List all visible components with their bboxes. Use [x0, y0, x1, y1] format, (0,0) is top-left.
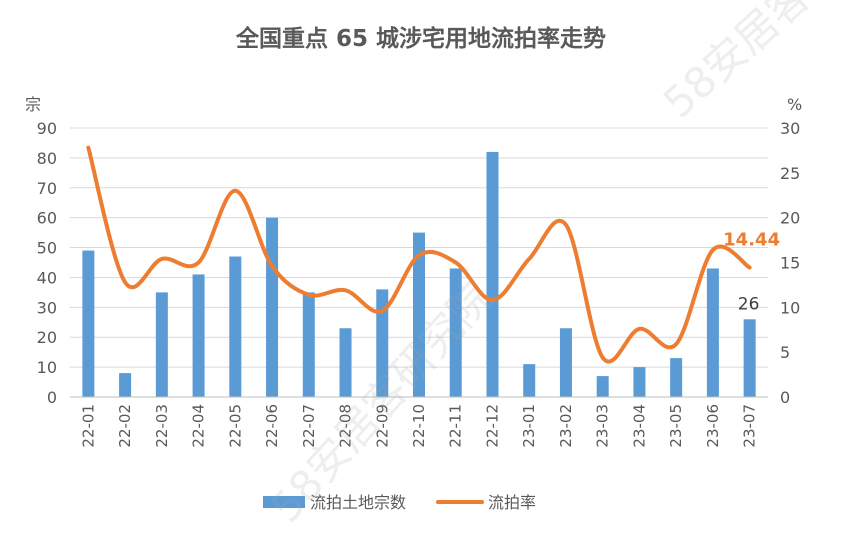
right-tick-label: 20 — [780, 209, 800, 228]
x-tick-label: 22-10 — [410, 404, 428, 448]
right-tick-label: 10 — [780, 298, 800, 317]
bar-22-12 — [486, 151, 499, 397]
bar-22-04 — [192, 274, 205, 397]
right-tick-label: 30 — [780, 119, 800, 138]
bar-22-05 — [229, 256, 242, 397]
bar-22-02 — [119, 373, 132, 397]
left-tick-label: 50 — [37, 239, 57, 258]
x-tick-label: 22-11 — [447, 404, 465, 448]
right-axis-label: % — [787, 95, 802, 114]
x-tick-label: 22-08 — [337, 404, 355, 448]
x-tick-label: 23-06 — [704, 404, 722, 448]
left-tick-label: 90 — [37, 119, 57, 138]
legend-label-bar: 流拍土地宗数 — [310, 493, 406, 512]
watermark-top-right: 58安居客研究院 — [654, 0, 842, 127]
x-tick-label: 22-09 — [373, 404, 391, 448]
bar-22-06 — [266, 217, 279, 397]
left-tick-label: 40 — [37, 268, 57, 287]
bar-23-07 — [743, 319, 756, 397]
left-tick-label: 80 — [37, 149, 57, 168]
left-tick-label: 30 — [37, 298, 57, 317]
bar-22-01 — [82, 250, 95, 397]
right-tick-label: 15 — [780, 254, 800, 273]
x-tick-label: 22-05 — [226, 404, 244, 448]
left-tick-label: 10 — [37, 358, 57, 377]
x-tick-label: 22-01 — [79, 404, 97, 448]
x-tick-label: 23-04 — [630, 404, 648, 448]
bar-23-01 — [523, 364, 536, 397]
bar-23-02 — [559, 328, 572, 397]
bar-22-03 — [155, 292, 168, 397]
bar-22-11 — [449, 268, 462, 397]
bar-22-10 — [413, 232, 425, 397]
left-axis-label: 宗 — [25, 95, 41, 114]
right-tick-label: 25 — [780, 164, 800, 183]
x-tick-label: 23-02 — [557, 404, 575, 448]
right-tick-label: 0 — [780, 388, 790, 407]
bar-22-08 — [339, 328, 352, 397]
bar-23-03 — [596, 376, 609, 397]
bar-22-07 — [302, 292, 315, 397]
x-tick-label: 22-07 — [300, 404, 318, 448]
bar-23-06 — [706, 268, 719, 397]
x-tick-label: 22-02 — [116, 404, 134, 448]
x-tick-label: 23-07 — [741, 404, 759, 448]
line-series-liupailv — [86, 145, 752, 364]
bar-22-09 — [376, 289, 389, 397]
bar-23-05 — [670, 358, 683, 397]
left-tick-label: 20 — [37, 328, 57, 347]
left-tick-label: 70 — [37, 179, 57, 198]
legend-label-line: 流拍率 — [488, 493, 536, 512]
x-tick-label: 23-05 — [667, 404, 685, 448]
legend-swatch-bar — [263, 496, 305, 508]
x-tick-label: 22-06 — [263, 404, 281, 448]
x-tick-label: 22-03 — [153, 404, 171, 448]
left-tick-label: 60 — [37, 209, 57, 228]
right-tick-label: 5 — [780, 343, 790, 362]
x-tick-label: 22-12 — [483, 404, 501, 448]
x-tick-label: 22-04 — [190, 404, 208, 448]
data-label-line-23-07: 14.44 — [723, 230, 780, 251]
x-tick-label: 23-03 — [594, 404, 612, 448]
x-tick-label: 23-01 — [520, 404, 538, 448]
data-label-bar-23-07: 26 — [738, 294, 760, 314]
chart-title: 全国重点 65 城涉宅用地流拍率走势 — [235, 25, 606, 52]
bar-23-04 — [633, 367, 646, 397]
left-tick-label: 0 — [47, 388, 57, 407]
